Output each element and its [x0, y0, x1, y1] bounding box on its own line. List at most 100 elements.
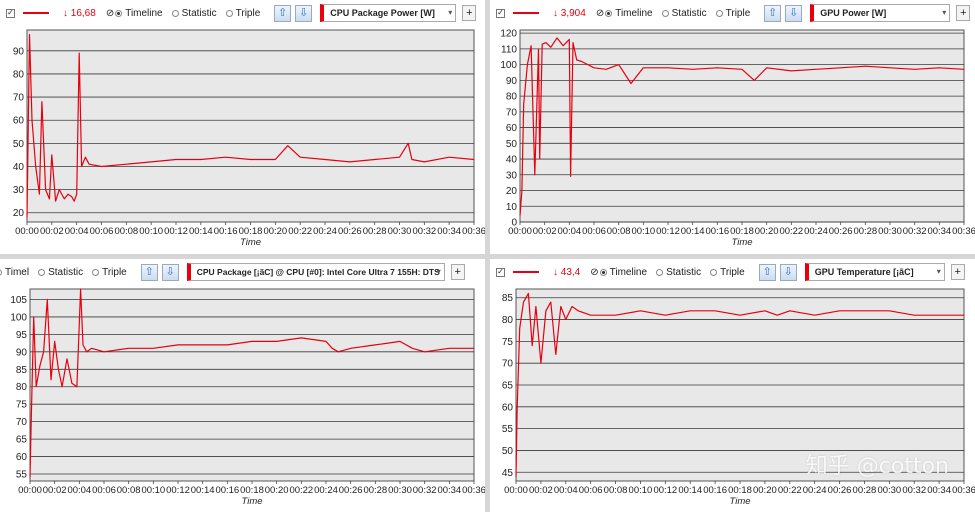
- timeline-radio[interactable]: ⊘ Timeline: [590, 267, 647, 278]
- triple-label: Triple: [725, 7, 751, 19]
- timeline-label: Timeline: [615, 7, 653, 19]
- x-tick-label: 00:10: [141, 485, 165, 496]
- timeline-radio[interactable]: ⊘ Timeline: [596, 8, 653, 19]
- x-tick-label: 00:26: [338, 226, 362, 237]
- min-arrow-icon: ↓: [553, 266, 558, 278]
- show-checkbox[interactable]: ✓: [6, 8, 15, 18]
- sensor-select[interactable]: GPU Temperature [¡ãC] ▾: [804, 263, 945, 281]
- y-tick-label: 105: [10, 295, 27, 306]
- x-axis-title: Time: [731, 237, 752, 248]
- arrow-up-icon[interactable]: ⇧: [764, 4, 782, 22]
- x-tick-label: 00:24: [313, 226, 337, 237]
- line-chart: 20 30 40 50 60 70 80 90 00:00 00:02 00:04 00:06 00:0…: [13, 29, 485, 248]
- y-tick-label: 55: [502, 424, 514, 435]
- y-tick-label: 20: [506, 186, 518, 197]
- x-tick-label: 00:16: [705, 226, 729, 237]
- add-button[interactable]: +: [450, 264, 465, 280]
- chevron-down-icon: ▾: [936, 267, 941, 276]
- statistic-radio[interactable]: Statistic: [38, 267, 83, 278]
- x-tick-label: 00:36: [952, 226, 975, 237]
- statistic-radio[interactable]: Statistic: [656, 267, 701, 278]
- y-tick-label: 75: [16, 400, 28, 411]
- y-tick-label: 85: [16, 365, 28, 376]
- arrow-up-icon[interactable]: ⇧: [274, 4, 292, 22]
- x-tick-label: 00:14: [191, 485, 215, 496]
- y-tick-label: 90: [506, 76, 518, 87]
- add-button[interactable]: +: [462, 5, 477, 21]
- sensor-select[interactable]: GPU Power [W] ▾: [810, 4, 951, 22]
- x-tick-label: 00:30: [878, 226, 902, 237]
- y-tick-label: 65: [16, 435, 28, 446]
- series-color-swatch[interactable]: [513, 12, 539, 14]
- timeline-label: Timeline: [609, 266, 648, 278]
- add-button[interactable]: +: [950, 264, 965, 280]
- chevron-down-icon: ▾: [942, 8, 947, 17]
- timeline-label: Timel: [5, 266, 30, 278]
- x-tick-label: 00:28: [363, 226, 387, 237]
- x-tick-label: 00:10: [631, 226, 655, 237]
- chart-panel-gpu-power: ✓ ↓ 3,904 ⊘ Timeline Statistic Triple ⇧ ⇩…: [490, 0, 975, 254]
- series-color-swatch[interactable]: [23, 12, 49, 14]
- y-tick-label: 30: [506, 170, 518, 181]
- arrow-down-icon[interactable]: ⇩: [161, 263, 179, 281]
- chart-toolbar: Timel Statistic Triple ⇧ ⇩ CPU Package […: [0, 259, 485, 285]
- x-tick-label: 00:32: [412, 226, 436, 237]
- y-tick-label: 50: [502, 446, 514, 457]
- mode-icon: ⊘: [595, 7, 605, 19]
- y-tick-label: 70: [16, 417, 28, 428]
- sensor-select[interactable]: CPU Package Power [W] ▾: [320, 4, 457, 22]
- arrow-up-icon[interactable]: ⇧: [140, 263, 158, 281]
- statistic-radio[interactable]: Statistic: [171, 7, 217, 19]
- chart-toolbar: ✓ ↓ 16,68 ⊘ Timeline Statistic Triple ⇧ ⇩…: [0, 0, 485, 26]
- arrow-up-icon[interactable]: ⇧: [758, 263, 776, 281]
- arrow-down-icon[interactable]: ⇩: [295, 4, 313, 22]
- arrow-down-icon[interactable]: ⇩: [779, 263, 797, 281]
- x-tick-label: 00:24: [314, 485, 338, 496]
- timeline-radio[interactable]: ⊘ Timeline: [106, 8, 163, 19]
- triple-radio[interactable]: Triple: [715, 7, 751, 19]
- show-checkbox[interactable]: ✓: [496, 267, 505, 277]
- y-tick-label: 45: [502, 468, 514, 479]
- y-tick-label: 75: [502, 337, 514, 348]
- x-tick-label: 00:08: [604, 485, 628, 496]
- series-color-swatch[interactable]: [513, 271, 539, 273]
- x-tick-label: 00:36: [952, 485, 975, 496]
- y-tick-label: 95: [16, 330, 28, 341]
- y-tick-label: 70: [13, 93, 25, 104]
- x-tick-label: 00:18: [239, 226, 263, 237]
- add-button[interactable]: +: [956, 5, 971, 21]
- statistic-label: Statistic: [666, 266, 702, 278]
- triple-radio[interactable]: Triple: [710, 267, 745, 278]
- show-checkbox[interactable]: ✓: [496, 8, 505, 18]
- y-tick-label: 80: [13, 69, 25, 80]
- y-tick-label: 80: [16, 382, 28, 393]
- triple-radio[interactable]: Triple: [92, 267, 127, 278]
- x-tick-label: 00:26: [828, 485, 852, 496]
- series-line: [26, 33, 475, 218]
- statistic-radio[interactable]: Statistic: [661, 8, 707, 19]
- x-tick-label: 00:28: [853, 226, 877, 237]
- x-tick-label: 00:22: [779, 226, 803, 237]
- chart-panel-cpu-temp: Timel Statistic Triple ⇧ ⇩ CPU Package […: [0, 259, 485, 512]
- x-tick-label: 00:36: [462, 485, 485, 496]
- statistic-label: Statistic: [181, 7, 217, 19]
- x-tick-label: 00:12: [656, 226, 680, 237]
- x-tick-label: 00:06: [90, 226, 114, 237]
- x-tick-label: 00:16: [703, 485, 727, 496]
- x-tick-label: 00:08: [607, 226, 631, 237]
- timeline-radio[interactable]: Timel: [0, 267, 29, 278]
- y-tick-label: 40: [506, 155, 518, 166]
- x-tick-label: 00:08: [117, 485, 141, 496]
- x-tick-label: 00:04: [557, 226, 581, 237]
- sensor-select[interactable]: CPU Package [¡ãC] @ CPU [#0]: Intel Core…: [186, 263, 445, 281]
- arrow-down-icon[interactable]: ⇩: [785, 4, 803, 22]
- x-tick-label: 00:18: [728, 485, 752, 496]
- y-tick-label: 60: [16, 452, 28, 463]
- x-tick-label: 00:26: [829, 226, 853, 237]
- min-value-label: ↓ 16,68: [63, 8, 96, 19]
- y-tick-label: 60: [506, 123, 518, 134]
- y-tick-label: 90: [16, 347, 28, 358]
- triple-radio[interactable]: Triple: [225, 8, 260, 19]
